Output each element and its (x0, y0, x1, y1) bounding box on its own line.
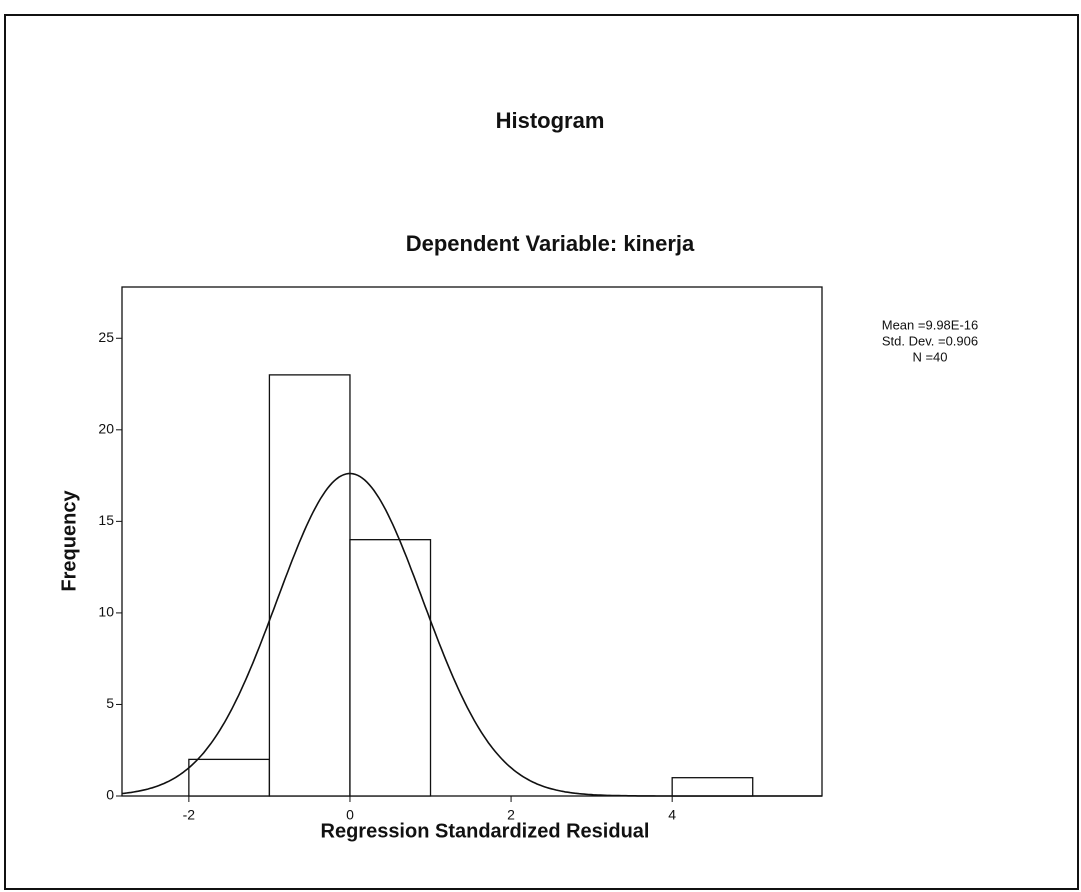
histogram-bar (269, 375, 350, 796)
y-tick-label: 10 (98, 604, 114, 620)
y-tick-label: 20 (98, 421, 114, 437)
histogram-bar (672, 778, 753, 796)
histogram-bar (350, 540, 431, 796)
x-tick-label: 0 (346, 807, 354, 823)
y-axis-label: Frequency (58, 490, 80, 592)
stats-label: Mean =9.98E-16 (882, 317, 978, 332)
x-tick-label: -2 (183, 807, 196, 823)
histogram-bar (189, 759, 270, 796)
chart-title: Histogram (496, 108, 605, 133)
chart: Histogram Dependent Variable: kinerja Re… (0, 0, 1081, 892)
y-tick-label: 15 (98, 512, 114, 528)
stats-label: Std. Dev. =0.906 (882, 333, 978, 348)
plot-area (122, 287, 822, 796)
frame (5, 15, 1078, 889)
y-tick-label: 0 (106, 787, 114, 803)
chart-subtitle: Dependent Variable: kinerja (406, 231, 695, 256)
y-tick-label: 5 (106, 695, 114, 711)
normal-curve (122, 474, 822, 797)
stats-label: N =40 (912, 349, 947, 364)
x-tick-label: 4 (668, 807, 676, 823)
x-tick-label: 2 (507, 807, 515, 823)
y-tick-label: 25 (98, 329, 114, 345)
x-axis-label: Regression Standardized Residual (321, 820, 650, 842)
